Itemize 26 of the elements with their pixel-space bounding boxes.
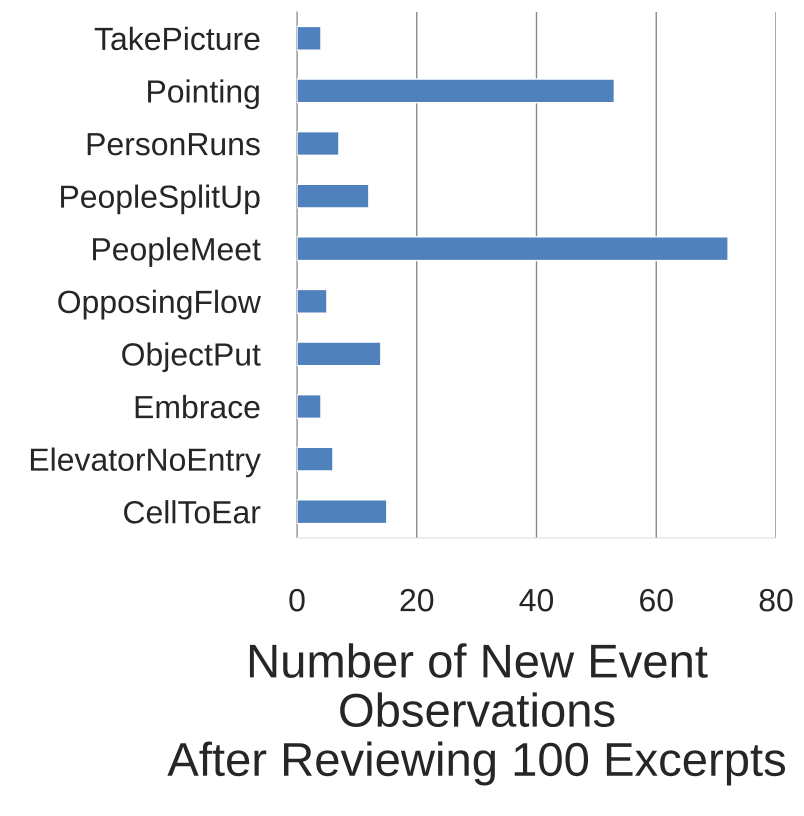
y-tick-label: OpposingFlow bbox=[58, 290, 261, 320]
bar bbox=[297, 394, 322, 420]
x-axis-title: Number of New Event Observations After Reviewing 100 Excerpts bbox=[167, 643, 786, 786]
bar bbox=[297, 78, 616, 104]
bar bbox=[297, 341, 382, 366]
y-tick-label: Pointing bbox=[148, 79, 259, 110]
bar bbox=[297, 288, 328, 314]
y-tick-label: ElevatorNoEntry bbox=[30, 448, 261, 478]
y-tick-label: PeopleMeet bbox=[93, 237, 261, 267]
bar bbox=[297, 184, 370, 209]
x-tick-label: 80 bbox=[760, 588, 793, 612]
y-tick-label: PeopleSplitUp bbox=[61, 184, 260, 214]
x-tick-label: 60 bbox=[640, 588, 673, 612]
y-tick-label: CellToEar bbox=[124, 500, 260, 524]
bar bbox=[297, 26, 322, 51]
x-tick-label: 40 bbox=[519, 588, 554, 612]
y-tick-label: TakePicture bbox=[94, 26, 260, 50]
bar bbox=[297, 130, 340, 156]
y-tick-label: ObjectPut bbox=[122, 342, 261, 372]
x-tick-label: 0 bbox=[289, 588, 305, 612]
bar bbox=[297, 499, 388, 524]
bar bbox=[297, 446, 334, 472]
x-tick-label: 20 bbox=[400, 588, 434, 612]
y-tick-label: Embrace bbox=[136, 394, 260, 418]
y-tick-label: PersonRuns bbox=[88, 133, 260, 156]
bar bbox=[297, 236, 729, 262]
